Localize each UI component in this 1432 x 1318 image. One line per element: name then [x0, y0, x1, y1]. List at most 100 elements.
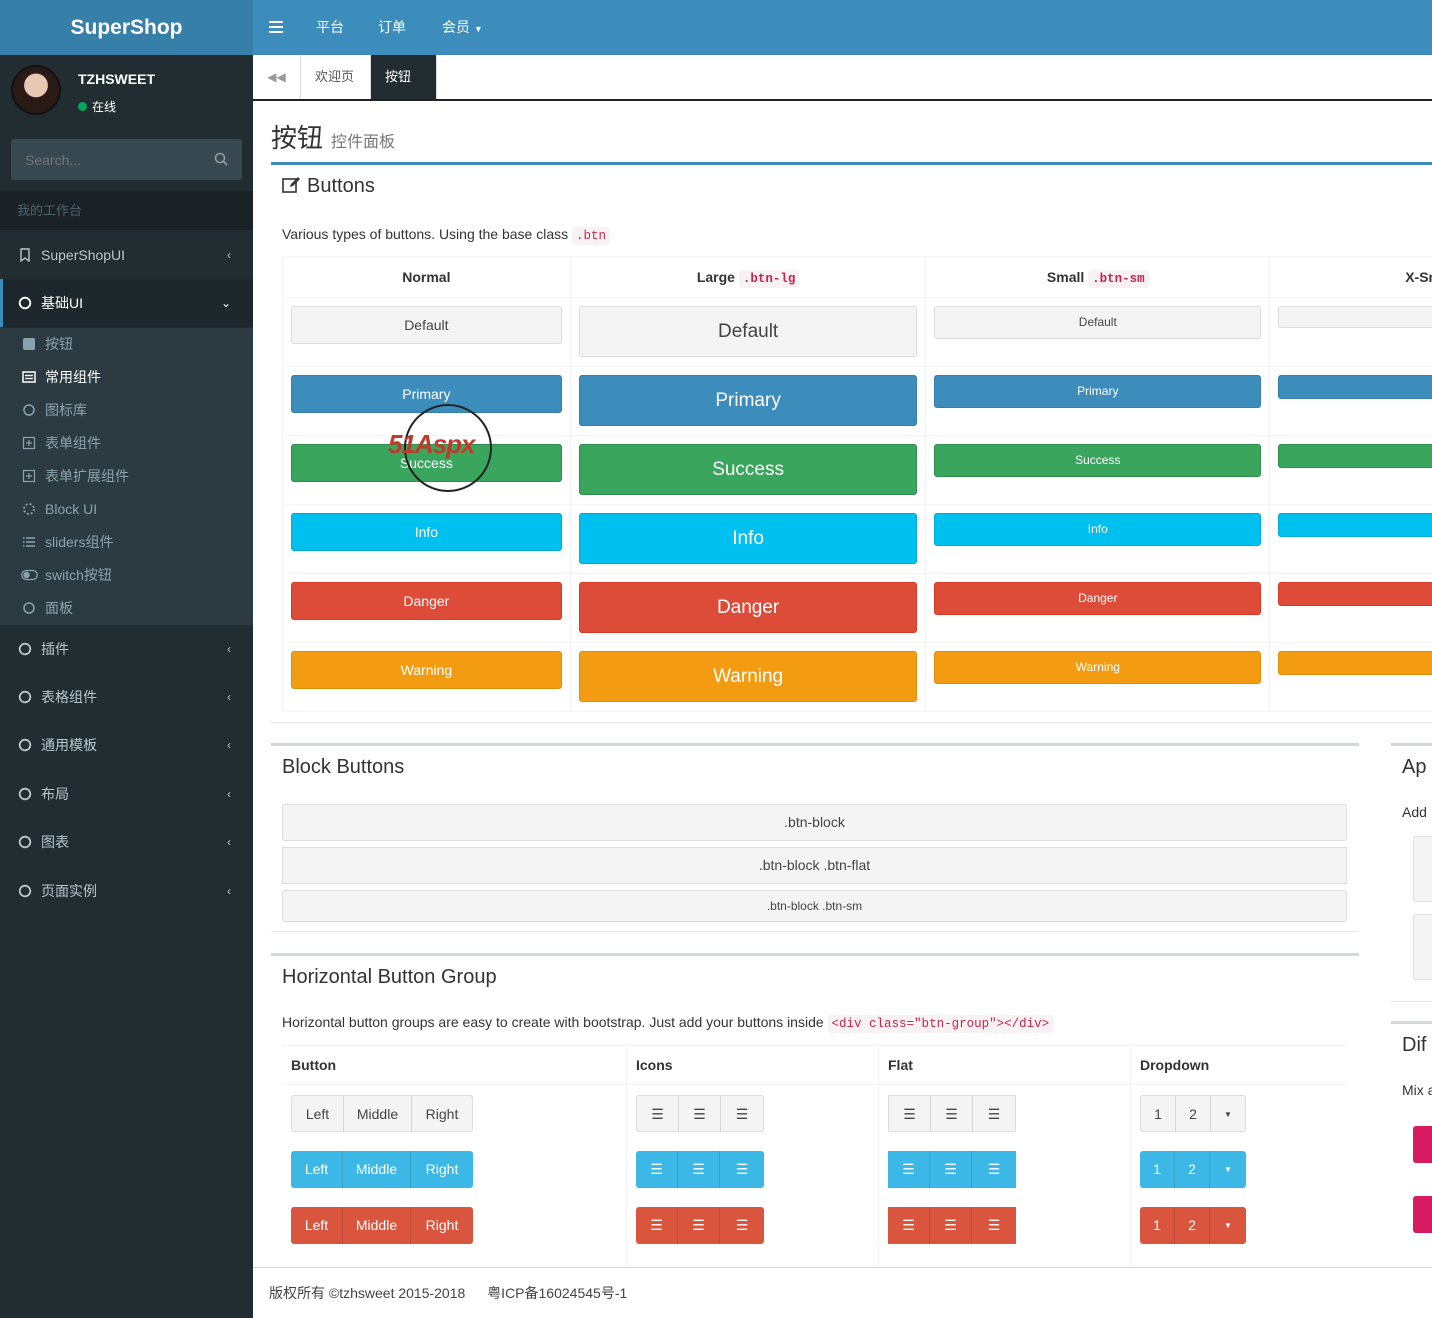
- block-flat-button[interactable]: .btn-block .btn-flat: [282, 847, 1347, 884]
- hamburger-menu-icon[interactable]: [269, 19, 283, 35]
- default-button-xs[interactable]: [1278, 306, 1432, 328]
- app-logo[interactable]: SuperShop: [0, 0, 253, 55]
- default-button[interactable]: Default: [291, 306, 562, 344]
- column-header: Dropdown: [1140, 1057, 1210, 1073]
- warning-button-xs[interactable]: [1278, 651, 1432, 675]
- sidebar-subitem-common-components[interactable]: 常用组件: [0, 361, 253, 394]
- sidebar-subitem-label: 表单扩展组件: [45, 468, 129, 484]
- sidebar-item-tables[interactable]: 表格组件 ‹: [0, 673, 253, 721]
- topnav-item-orders[interactable]: 订单: [378, 19, 406, 35]
- align-left-icon[interactable]: ☰: [637, 1096, 679, 1131]
- align-right-icon[interactable]: ☰: [987, 1217, 1001, 1233]
- left-button[interactable]: Left: [291, 1151, 343, 1188]
- default-button-sm[interactable]: Default: [934, 306, 1262, 339]
- middle-button[interactable]: Middle: [344, 1096, 412, 1131]
- align-left-icon[interactable]: ☰: [888, 1207, 930, 1244]
- sidebar-subitem-form-extensions[interactable]: 表单扩展组件: [0, 460, 253, 493]
- bookmark-icon: [20, 248, 30, 262]
- align-right-icon[interactable]: ☰: [987, 1161, 1001, 1177]
- primary-button-sm[interactable]: Primary: [934, 375, 1262, 408]
- align-left-icon[interactable]: ☰: [636, 1207, 678, 1244]
- align-left-icon[interactable]: ☰: [636, 1151, 678, 1188]
- maroon-button[interactable]: [1413, 1126, 1432, 1163]
- sidebar-item-plugins[interactable]: 插件 ‹: [0, 625, 253, 673]
- warning-button[interactable]: Warning: [291, 651, 562, 689]
- info-button-xs[interactable]: [1278, 513, 1432, 537]
- left-button[interactable]: Left: [292, 1096, 344, 1131]
- info-button-lg[interactable]: Info: [578, 513, 918, 564]
- sidebar-item-templates[interactable]: 通用模板 ‹: [0, 721, 253, 769]
- align-center-icon[interactable]: ☰: [678, 1207, 720, 1244]
- tab-welcome[interactable]: 欢迎页: [301, 55, 371, 99]
- sidebar-item-charts[interactable]: 图表 ‹: [0, 818, 253, 866]
- success-button-sm[interactable]: Success: [934, 444, 1262, 477]
- right-button[interactable]: Right: [425, 1217, 459, 1233]
- sidebar-subitem-block-ui[interactable]: Block UI: [0, 493, 253, 526]
- align-center-icon[interactable]: ☰: [679, 1096, 721, 1131]
- align-right-icon[interactable]: ☰: [735, 1161, 749, 1177]
- align-center-icon[interactable]: ☰: [930, 1151, 972, 1188]
- footer-icp[interactable]: 粤ICP备16024545号-1: [487, 1285, 628, 1301]
- align-right-icon[interactable]: ☰: [987, 1106, 1001, 1122]
- danger-button-sm[interactable]: Danger: [934, 582, 1262, 615]
- topnav-item-members[interactable]: 会员 ▼: [442, 0, 483, 57]
- app-button[interactable]: [1413, 914, 1432, 980]
- align-center-icon[interactable]: ☰: [931, 1096, 973, 1131]
- middle-button[interactable]: Middle: [343, 1151, 411, 1188]
- sidebar-subitem-buttons[interactable]: 按钮: [0, 328, 253, 361]
- app-logo-text[interactable]: SuperShop: [70, 16, 183, 39]
- sidebar-item-supershopui[interactable]: SuperShopUI ‹: [0, 231, 253, 279]
- danger-button[interactable]: Danger: [291, 582, 562, 620]
- sidebar-item-basic-ui[interactable]: 基础UI ⌄: [0, 279, 253, 327]
- left-button[interactable]: Left: [291, 1207, 343, 1244]
- dropdown-button-2[interactable]: 2: [1175, 1151, 1210, 1188]
- table-cell: Default: [569, 297, 927, 367]
- default-button-lg[interactable]: Default: [578, 306, 918, 357]
- success-button-xs[interactable]: [1278, 444, 1432, 468]
- align-right-icon[interactable]: ☰: [735, 1217, 749, 1233]
- sidebar-subitem-panel[interactable]: 面板: [0, 592, 253, 625]
- sidebar-subitem-sliders[interactable]: sliders组件: [0, 526, 253, 559]
- sidebar-subitem-icons[interactable]: 图标库: [0, 394, 253, 427]
- align-left-icon[interactable]: ☰: [889, 1096, 931, 1131]
- search-input[interactable]: [11, 139, 201, 180]
- dropdown-button-1[interactable]: 1: [1140, 1207, 1175, 1244]
- info-button[interactable]: Info: [291, 513, 562, 551]
- align-left-icon[interactable]: ☰: [888, 1151, 930, 1188]
- right-button[interactable]: Right: [425, 1161, 459, 1177]
- align-center-icon[interactable]: ☰: [678, 1151, 720, 1188]
- app-button[interactable]: [1413, 836, 1432, 902]
- caret-down-icon[interactable]: ▼: [1224, 1110, 1232, 1119]
- primary-button-lg[interactable]: Primary: [578, 375, 918, 426]
- info-button-sm[interactable]: Info: [934, 513, 1262, 546]
- dropdown-button-1[interactable]: 1: [1140, 1151, 1175, 1188]
- middle-button[interactable]: Middle: [343, 1207, 411, 1244]
- danger-button-xs[interactable]: [1278, 582, 1432, 606]
- dropdown-button-2[interactable]: 2: [1176, 1096, 1211, 1131]
- maroon-button[interactable]: [1413, 1196, 1432, 1233]
- sidebar-subitem-switch[interactable]: switch按钮: [0, 559, 253, 592]
- warning-button-sm[interactable]: Warning: [934, 651, 1262, 684]
- caret-down-icon[interactable]: ▼: [1224, 1221, 1232, 1230]
- dropdown-button-2[interactable]: 2: [1175, 1207, 1210, 1244]
- primary-button[interactable]: Primary: [291, 375, 562, 413]
- caret-down-icon[interactable]: ▼: [1224, 1165, 1232, 1174]
- align-right-icon[interactable]: ☰: [735, 1106, 749, 1122]
- tab-buttons[interactable]: 按钮 ✖: [371, 55, 437, 128]
- tab-scroll-left-button[interactable]: ◀◀: [253, 55, 301, 99]
- primary-button-xs[interactable]: [1278, 375, 1432, 399]
- success-button[interactable]: Success: [291, 444, 562, 482]
- align-center-icon[interactable]: ☰: [930, 1207, 972, 1244]
- block-button[interactable]: .btn-block: [282, 804, 1347, 841]
- right-button[interactable]: Right: [425, 1106, 459, 1122]
- danger-button-lg[interactable]: Danger: [578, 582, 918, 633]
- search-icon[interactable]: [214, 152, 228, 166]
- sidebar-subitem-forms[interactable]: 表单组件: [0, 427, 253, 460]
- dropdown-button-1[interactable]: 1: [1141, 1096, 1176, 1131]
- block-small-button[interactable]: .btn-block .btn-sm: [282, 890, 1347, 922]
- sidebar-item-layout[interactable]: 布局 ‹: [0, 770, 253, 818]
- success-button-lg[interactable]: Success: [578, 444, 918, 495]
- sidebar-item-examples[interactable]: 页面实例 ‹: [0, 867, 253, 915]
- topnav-item-platform[interactable]: 平台: [316, 19, 344, 35]
- warning-button-lg[interactable]: Warning: [578, 651, 918, 702]
